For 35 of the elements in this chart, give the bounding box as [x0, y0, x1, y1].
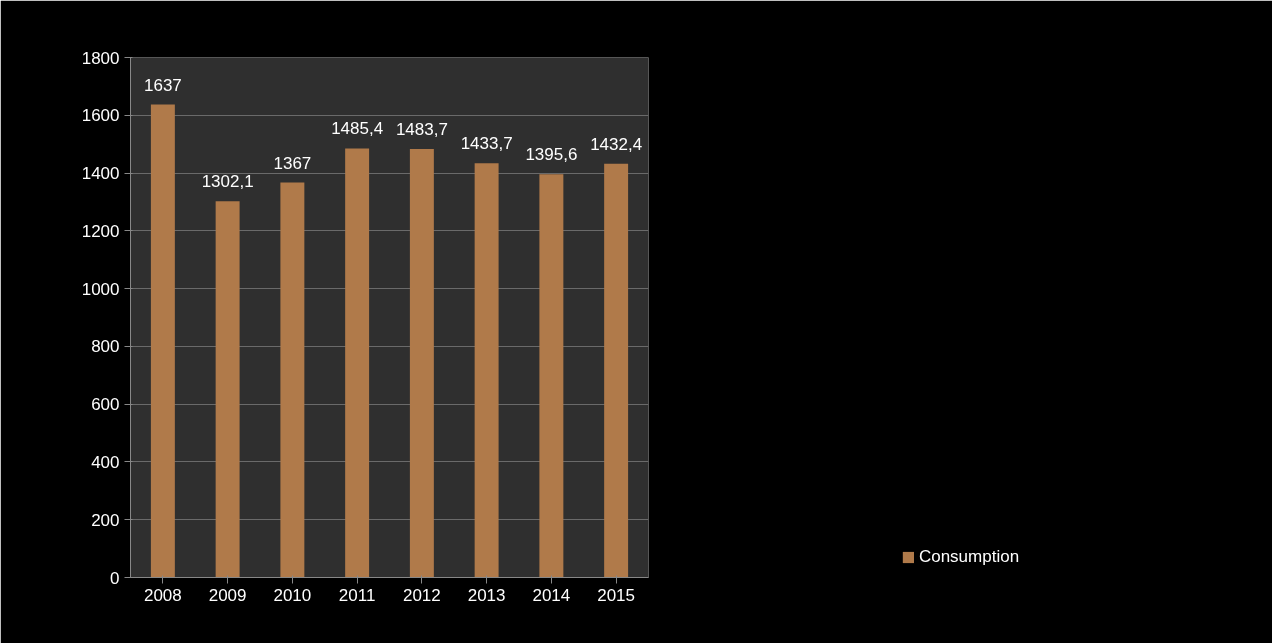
x-tick-label: 2013 [467, 585, 506, 605]
x-tick-label: 2011 [338, 585, 376, 605]
data-label: 1433,7 [460, 134, 513, 154]
bar [150, 104, 175, 578]
bar [604, 163, 629, 578]
y-tick-label: 1400 [81, 164, 120, 184]
data-label: 1395,6 [525, 145, 578, 165]
x-tick-label: 2015 [597, 585, 636, 605]
y-tick-label: 400 [91, 452, 120, 472]
legend-label: Consumption [918, 547, 1020, 567]
bar [474, 163, 499, 578]
x-tick-label: 2012 [402, 585, 441, 605]
y-tick-label: 200 [91, 510, 120, 530]
y-tick-label: 1800 [81, 48, 120, 68]
bar [280, 182, 305, 578]
data-label: 1637 [143, 75, 182, 95]
x-tick-label: 2014 [532, 585, 571, 605]
x-tick-label: 2010 [273, 585, 312, 605]
bar [409, 148, 434, 578]
data-label: 1485,4 [331, 119, 384, 139]
x-tick-label: 2009 [208, 585, 247, 605]
data-label: 1483,7 [395, 119, 448, 139]
y-tick-label: 1200 [81, 221, 120, 241]
y-tick-label: 800 [91, 337, 120, 357]
data-label: 1302,1 [201, 172, 254, 192]
bar [345, 148, 370, 578]
data-label: 1367 [273, 153, 312, 173]
y-tick-label: 1000 [81, 279, 120, 299]
data-label: 1432,4 [590, 134, 643, 154]
x-tick-label: 2008 [143, 585, 182, 605]
bar [215, 201, 240, 578]
y-tick-label: 600 [91, 395, 120, 415]
y-tick-label: 1600 [81, 106, 120, 126]
bar [539, 174, 564, 578]
y-tick-label: 0 [110, 568, 120, 588]
